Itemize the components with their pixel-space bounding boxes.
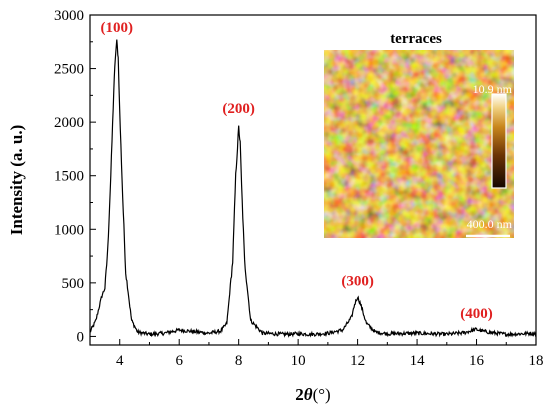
x-axis-title: 2θ(°) xyxy=(295,385,330,404)
plot-frame xyxy=(89,14,537,346)
height-color-scale xyxy=(491,93,507,189)
y-tick-label: 3000 xyxy=(54,8,84,24)
height-scale-label: 10.9 nm xyxy=(473,82,513,96)
peak-label: (200) xyxy=(222,101,255,117)
peak-label: (100) xyxy=(101,20,134,36)
x-tick-label: 4 xyxy=(116,353,124,369)
x-axis-title-unit: (°) xyxy=(313,385,331,404)
x-tick-label: 16 xyxy=(469,353,485,369)
x-tick-label: 8 xyxy=(235,353,243,369)
inset-title: terraces xyxy=(390,31,442,47)
peak-label: (300) xyxy=(341,274,374,290)
x-axis-title-symbol: θ xyxy=(304,385,313,404)
x-axis-title-prefix: 2 xyxy=(295,385,304,404)
y-axis: 0 500 1000 1500 2000 2500 3000 xyxy=(54,8,96,345)
afm-image xyxy=(324,50,514,238)
afm-inset: terraces 10.9 nm 400.0 nm xyxy=(324,31,514,238)
x-tick-label: 12 xyxy=(350,353,365,369)
scale-bar-label: 400.0 nm xyxy=(467,217,513,231)
y-tick-label: 0 xyxy=(77,329,85,345)
peak-label: (400) xyxy=(460,306,493,322)
y-tick-label: 2000 xyxy=(54,115,84,131)
y-tick-label: 2500 xyxy=(54,62,84,78)
y-tick-label: 500 xyxy=(62,276,85,292)
y-tick-label: 1000 xyxy=(54,222,84,238)
x-tick-label: 6 xyxy=(175,353,183,369)
xrd-pattern-line xyxy=(89,39,537,338)
x-tick-label: 10 xyxy=(291,353,306,369)
peak-labels: (100) (200) (300) (400) xyxy=(101,20,493,322)
y-axis-title: Intensity (a. u.) xyxy=(7,125,26,236)
x-axis: 4 6 8 10 12 14 16 18 xyxy=(89,339,544,369)
x-tick-label: 14 xyxy=(410,353,426,369)
y-tick-label: 1500 xyxy=(54,169,84,185)
x-tick-label: 18 xyxy=(529,353,544,369)
